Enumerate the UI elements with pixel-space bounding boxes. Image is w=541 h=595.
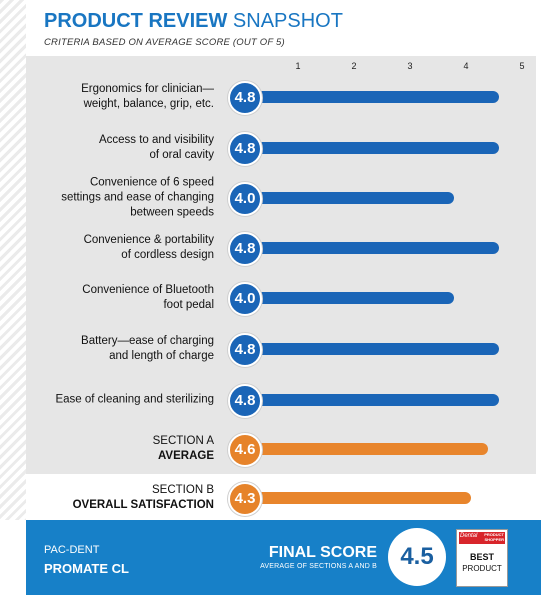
- row-label: Convenience of 6 speed settings and ease …: [61, 176, 214, 221]
- criteria-row: Battery—ease of charging and length of ch…: [26, 329, 536, 369]
- row-label-line: Convenience & portability: [83, 234, 214, 246]
- row-label-line: AVERAGE: [157, 450, 214, 462]
- row-label: Access to and visibility of oral cavity: [99, 133, 214, 163]
- score-badge: 4.8: [228, 333, 262, 367]
- chart-subtitle: CRITERIA BASED ON AVERAGE SCORE (OUT OF …: [44, 37, 285, 48]
- score-badge: 4.8: [228, 132, 262, 166]
- row-label-line: Convenience of 6 speed: [89, 176, 214, 189]
- row-label: Battery—ease of charging and length of ch…: [81, 334, 214, 364]
- row-label-line: SECTION B: [152, 484, 214, 496]
- row-label-line: of oral cavity: [149, 149, 214, 161]
- page-title: PRODUCT REVIEW SNAPSHOT: [44, 8, 343, 34]
- criteria-row: Convenience & portability of cordless des…: [26, 228, 536, 268]
- row-label-line: between speeds: [130, 206, 214, 219]
- seal-shopper: PRODUCT SHOPPER: [484, 532, 504, 542]
- score-badge: 4.8: [228, 232, 262, 266]
- x-tick-label: 4: [463, 61, 469, 71]
- seal-shopper-word: SHOPPER: [484, 537, 504, 542]
- row-label: Ergonomics for clinician— weight, balance…: [81, 82, 214, 112]
- score-badge: 4.3: [228, 482, 262, 516]
- score-bar: [240, 292, 454, 304]
- row-label: Ease of cleaning and sterilizing: [55, 393, 214, 408]
- score-badge: 4.8: [228, 81, 262, 115]
- row-label-line: Battery—ease of charging: [81, 335, 214, 347]
- score-bar: [240, 192, 454, 204]
- score-badge: 4.8: [228, 384, 262, 418]
- final-score-footer: PAC-DENT PROMATE CL FINAL SCORE AVERAGE …: [26, 520, 541, 595]
- row-label-line: SECTION A: [152, 435, 214, 447]
- row-label-line: Ergonomics for clinician—: [81, 83, 214, 95]
- row-label-line: of cordless design: [121, 249, 214, 261]
- summary-row: SECTION B OVERALL SATISFACTION 4.3: [26, 478, 536, 518]
- x-tick-label: 1: [295, 61, 301, 71]
- summary-row: SECTION A AVERAGE 4.6: [26, 429, 536, 469]
- score-badge: 4.6: [228, 433, 262, 467]
- title-light: SNAPSHOT: [232, 10, 343, 32]
- score-bar: [240, 242, 500, 254]
- score-badge: 4.0: [228, 182, 262, 216]
- row-label-line: Access to and visibility: [98, 134, 214, 146]
- best-product-seal: Dental PRODUCT SHOPPER BEST PRODUCT: [456, 529, 508, 587]
- row-label: Convenience & portability of cordless des…: [84, 233, 214, 263]
- row-label: SECTION A AVERAGE: [153, 434, 214, 464]
- row-label-line: and length of charge: [109, 350, 214, 362]
- score-bar: [240, 91, 500, 103]
- score-bar: [240, 492, 471, 504]
- seal-best: BEST: [469, 552, 494, 562]
- row-label: Convenience of Bluetooth foot pedal: [82, 283, 214, 313]
- decorative-stripes: [0, 0, 26, 520]
- score-bar: [240, 394, 500, 406]
- final-score-label: FINAL SCORE: [268, 544, 377, 561]
- row-label: SECTION B OVERALL SATISFACTION: [73, 483, 214, 513]
- seal-product: PRODUCT: [462, 564, 502, 573]
- x-tick-label: 2: [351, 61, 357, 71]
- seal-product-word: PRODUCT: [484, 532, 504, 537]
- final-score-sublabel: AVERAGE OF SECTIONS A AND B: [260, 563, 377, 570]
- criteria-row: Access to and visibility of oral cavity 4.…: [26, 128, 536, 168]
- seal-dental: Dental: [460, 533, 478, 539]
- score-badge: 4.0: [228, 282, 262, 316]
- score-bar: [240, 142, 500, 154]
- criteria-row: Convenience of 6 speed settings and ease …: [26, 176, 536, 221]
- x-tick-label: 3: [407, 61, 413, 71]
- seal-banner: Dental PRODUCT SHOPPER: [459, 532, 505, 544]
- criteria-row: Ease of cleaning and sterilizing 4.8: [26, 380, 536, 420]
- product-name: PROMATE CL: [44, 561, 129, 576]
- row-label-line: settings and ease of changing: [61, 191, 214, 204]
- row-label-line: Ease of cleaning and sterilizing: [55, 393, 214, 406]
- row-label-line: weight, balance, grip, etc.: [83, 98, 214, 110]
- score-bar: [240, 343, 500, 355]
- title-bold: PRODUCT REVIEW: [44, 10, 228, 32]
- row-label-line: foot pedal: [163, 299, 214, 311]
- x-tick-label: 5: [519, 61, 525, 71]
- score-bar: [240, 443, 488, 455]
- final-score-value: 4.5: [388, 528, 446, 586]
- row-label-line: Convenience of Bluetooth: [82, 284, 214, 296]
- brand-name: PAC-DENT: [44, 544, 100, 556]
- criteria-row: Convenience of Bluetooth foot pedal 4.0: [26, 278, 536, 318]
- row-label-line: OVERALL SATISFACTION: [72, 499, 214, 511]
- criteria-row: Ergonomics for clinician— weight, balance…: [26, 77, 536, 117]
